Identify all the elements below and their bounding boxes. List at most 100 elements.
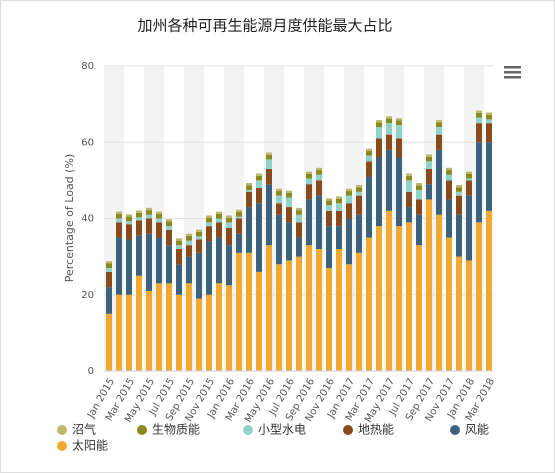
bar-segment xyxy=(436,214,442,371)
bar-segment xyxy=(316,174,322,181)
menu-bar xyxy=(504,66,521,69)
bar-segment xyxy=(156,211,162,214)
bar-segment xyxy=(356,187,362,192)
bar-segment xyxy=(456,184,462,188)
bar-segment xyxy=(466,195,472,261)
bar-segment xyxy=(226,215,232,218)
bar-segment xyxy=(376,122,382,127)
bar-segment xyxy=(146,210,152,215)
bar-segment xyxy=(406,191,412,208)
bar-segment xyxy=(486,119,492,124)
bar-segment xyxy=(196,252,202,299)
bar-segment xyxy=(106,271,112,288)
bar-segment xyxy=(456,195,462,215)
bar-segment xyxy=(336,198,342,204)
bar-segment xyxy=(356,214,362,253)
bar-segment xyxy=(366,176,372,238)
bar-segment xyxy=(176,264,182,295)
legend-label: 太阳能 xyxy=(72,438,108,453)
bar-segment xyxy=(476,117,482,124)
bar-segment xyxy=(266,154,272,160)
bar-segment xyxy=(216,211,222,214)
bar-segment xyxy=(286,190,292,193)
bar-segment xyxy=(376,127,382,139)
bar-segment xyxy=(436,134,442,150)
bar-segment xyxy=(236,209,242,213)
bar-segment xyxy=(236,218,242,234)
legend-item[interactable]: 生物质能 xyxy=(137,423,200,437)
bar-segment xyxy=(126,221,132,225)
bar-segment xyxy=(356,191,362,196)
bar-segment xyxy=(356,252,362,371)
bar-segment xyxy=(426,161,432,169)
bar-segment xyxy=(136,212,142,218)
bar-segment xyxy=(426,199,432,371)
bar-segment xyxy=(226,285,232,371)
bar-segment xyxy=(186,245,192,257)
bar-segment xyxy=(136,220,142,236)
legend-item[interactable]: 太阳能 xyxy=(57,438,108,453)
bar-segment xyxy=(416,183,422,186)
bar-segment xyxy=(476,222,482,371)
bar-segment xyxy=(306,184,312,200)
bar-segment xyxy=(426,156,432,162)
bar-segment xyxy=(486,112,492,115)
bar-segment xyxy=(386,118,392,124)
bar-segment xyxy=(206,217,212,223)
legend-item[interactable]: 风能 xyxy=(450,423,489,437)
bar-segment xyxy=(396,138,402,158)
bar-segment xyxy=(266,184,272,246)
bar-segment xyxy=(176,240,182,246)
bar-segment xyxy=(346,218,352,265)
bar-segment xyxy=(456,187,462,192)
bar-segment xyxy=(116,213,122,219)
bar-segment xyxy=(366,151,372,156)
bar-segment xyxy=(436,122,442,127)
menu-button[interactable] xyxy=(504,66,521,79)
bar-segment xyxy=(106,268,112,272)
bar-segment xyxy=(156,237,162,284)
bar-segment xyxy=(326,205,332,211)
bar-segment xyxy=(426,184,432,200)
bar-segment xyxy=(186,233,192,237)
bar-segment xyxy=(416,199,422,215)
menu-bar xyxy=(504,76,521,79)
bar-segment xyxy=(266,168,272,185)
bar-segment xyxy=(286,197,292,208)
bar-segment xyxy=(326,198,332,201)
y-axis-label: Percentage of Load (%) xyxy=(63,154,76,282)
y-tick-label: 60 xyxy=(81,137,94,148)
legend-item[interactable]: 沼气 xyxy=(57,422,96,437)
legend-item[interactable]: 小型水电 xyxy=(243,423,306,437)
bar-segment xyxy=(446,237,452,371)
bar-segment xyxy=(426,154,432,157)
bar-segment xyxy=(326,200,332,206)
bar-segment xyxy=(216,218,222,223)
bar-segment xyxy=(126,224,132,240)
bar-segment xyxy=(426,168,432,185)
bar-segment xyxy=(396,120,402,126)
bar-segment xyxy=(356,184,362,188)
y-tick-label: 80 xyxy=(81,61,94,72)
legend-label: 生物质能 xyxy=(152,423,200,437)
bar-segment xyxy=(456,191,462,196)
bar-segment xyxy=(186,240,192,246)
bar-segment xyxy=(226,245,232,286)
legend-label: 地热能 xyxy=(358,423,394,437)
legend-item[interactable]: 地热能 xyxy=(343,423,394,437)
bar-segment xyxy=(196,229,202,232)
bar-segment xyxy=(366,155,372,162)
bar-segment xyxy=(466,178,472,181)
bar-segment xyxy=(206,241,212,295)
bar-segment xyxy=(306,171,312,174)
legend-label: 小型水电 xyxy=(258,423,306,437)
bar-segment xyxy=(446,170,452,175)
bar-segment xyxy=(276,264,282,371)
bar-segment xyxy=(486,210,492,371)
bar-segment xyxy=(106,313,112,371)
bar-segment xyxy=(246,207,252,253)
bar-segment xyxy=(276,195,282,204)
bar-segment xyxy=(266,152,272,155)
bar-segment xyxy=(466,260,472,371)
